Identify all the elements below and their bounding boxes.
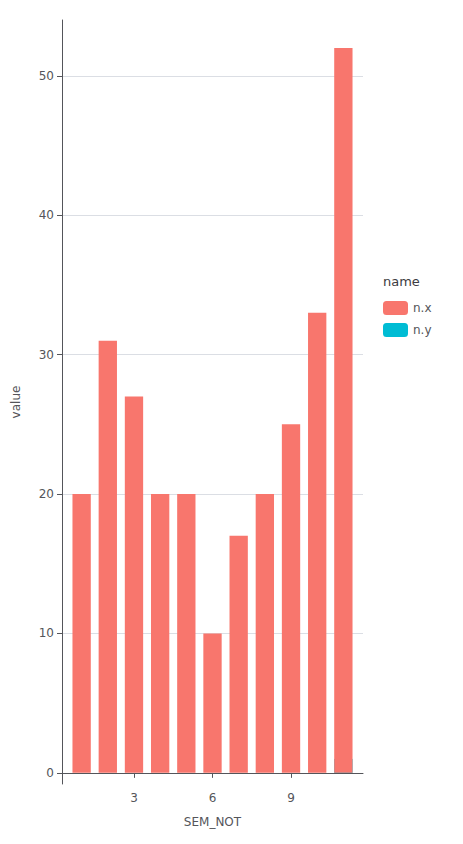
- svg-text:50: 50: [39, 69, 54, 83]
- svg-text:9: 9: [287, 791, 295, 805]
- svg-text:40: 40: [39, 208, 54, 222]
- svg-text:30: 30: [39, 348, 54, 362]
- svg-text:20: 20: [39, 487, 54, 501]
- svg-text:10: 10: [39, 626, 54, 640]
- svg-text:3: 3: [130, 791, 138, 805]
- svg-text:6: 6: [209, 791, 217, 805]
- svg-text:0: 0: [46, 766, 54, 780]
- svg-text:value: value: [9, 386, 23, 419]
- svg-text:name: name: [383, 274, 420, 289]
- svg-text:SEM_NOT: SEM_NOT: [184, 815, 242, 829]
- svg-text:n.y: n.y: [413, 323, 432, 337]
- svg-text:n.x: n.x: [413, 301, 432, 315]
